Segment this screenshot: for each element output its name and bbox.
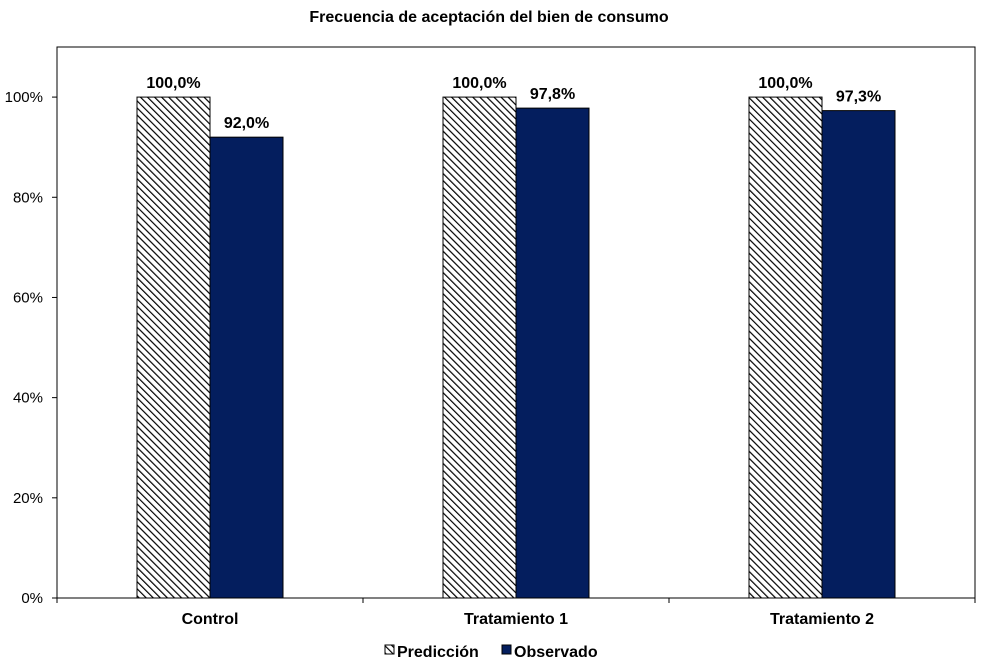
legend-swatch-prediccion [384, 644, 395, 655]
data-label: 100,0% [452, 75, 506, 92]
bar-observado-0 [209, 136, 284, 599]
y-tick-label: 20% [13, 490, 43, 507]
y-tick-label: 100% [5, 89, 43, 106]
bar-prediccion-2 [748, 96, 823, 599]
bar-prediccion-1 [442, 96, 517, 599]
x-category-label: Tratamiento 2 [770, 611, 874, 628]
bar-observado-2 [821, 110, 896, 599]
legend-swatch-observado [501, 644, 512, 655]
y-tick-label: 0% [21, 590, 43, 607]
x-category-label: Tratamiento 1 [464, 611, 568, 628]
data-label: 100,0% [758, 75, 812, 92]
y-tick-label: 80% [13, 189, 43, 206]
y-tick-label: 40% [13, 390, 43, 407]
legend-label: Predicción [397, 644, 479, 661]
legend-label: Observado [514, 644, 598, 661]
data-label: 97,3% [836, 89, 881, 106]
bar-prediccion-0 [136, 96, 211, 599]
y-tick-label: 60% [13, 289, 43, 306]
data-label: 92,0% [224, 115, 269, 132]
bar-observado-1 [515, 107, 590, 599]
data-label: 97,8% [530, 86, 575, 103]
chart-title: Frecuencia de aceptación del bien de con… [309, 9, 668, 26]
data-label: 100,0% [146, 75, 200, 92]
x-category-label: Control [182, 611, 239, 628]
